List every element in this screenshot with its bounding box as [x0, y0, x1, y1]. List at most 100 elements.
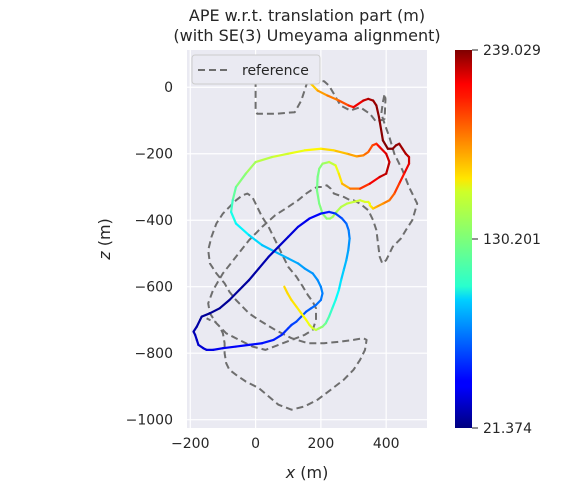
estimate-segment: [352, 199, 362, 204]
y-tick-label: −400: [135, 213, 173, 229]
estimate-segment: [303, 147, 322, 152]
estimate-segment: [290, 298, 298, 308]
estimate-segment: [272, 333, 283, 341]
estimate-segment: [334, 212, 344, 220]
legend-box: [191, 54, 321, 85]
estimate-segment: [221, 345, 238, 350]
estimate-segment: [254, 155, 273, 164]
estimate-segment: [319, 292, 324, 302]
estimate-segment: [331, 298, 337, 310]
y-tick-label: −600: [135, 280, 173, 296]
estimate-segment: [341, 182, 352, 190]
estimate-segment: [332, 149, 349, 155]
estimate-segment: [261, 244, 277, 253]
estimate-segment: [319, 210, 331, 215]
estimate-segment: [300, 312, 308, 322]
estimate-segment: [283, 285, 289, 295]
estimate-segment: [345, 249, 350, 262]
estimate-segment: [308, 212, 322, 220]
estimate-segment: [229, 199, 234, 214]
estimate-segment: [228, 288, 241, 302]
estimate-segment: [212, 347, 225, 351]
estimate-segment: [385, 160, 391, 175]
estimate-segment: [296, 217, 311, 228]
estimate-segment: [358, 182, 371, 190]
estimate-segment: [327, 307, 334, 318]
estimate-segment: [316, 278, 322, 288]
estimate-segment: [238, 278, 251, 292]
chart-subtitle: (with SE(3) Umeyama alignment): [173, 26, 440, 45]
estimate-segment: [385, 152, 391, 164]
grid-lines: [187, 50, 427, 428]
estimate-segment: [229, 210, 238, 225]
estimate-segment: [218, 298, 231, 310]
colorbar-tick-label: 239.029: [483, 43, 541, 59]
estimate-segment: [352, 99, 365, 109]
estimate-segment: [340, 202, 349, 209]
colorbar: [455, 50, 472, 428]
x-tick-label: 0: [251, 436, 260, 452]
estimate-segment: [337, 99, 350, 107]
estimate-segment: [368, 175, 381, 185]
estimate-segment: [287, 149, 306, 155]
estimate-segment: [274, 250, 290, 260]
estimate-segment: [324, 315, 331, 325]
estimate-segment: [375, 202, 385, 209]
estimate-segment: [347, 237, 351, 252]
estimate-segment: [286, 292, 293, 302]
estimate-segment: [381, 139, 389, 150]
estimate-segment: [270, 152, 290, 159]
estimate-segment: [342, 259, 348, 272]
estimate-segment: [318, 202, 324, 215]
estimate-segment: [316, 167, 321, 179]
reference-line: [206, 68, 419, 411]
x-axis-label: x (m): [285, 463, 329, 482]
estimate-segment: [303, 267, 314, 275]
estimate-segment: [327, 210, 337, 215]
estimate-segment: [195, 318, 202, 328]
estimate-segment: [277, 235, 290, 248]
estimate-segment: [327, 160, 337, 167]
y-tick-label: 0: [164, 80, 173, 96]
estimate-segment: [393, 182, 401, 195]
estimate-segment: [345, 222, 350, 232]
estimate-segment: [335, 205, 343, 214]
x-tick-labels: −200 0 200 400: [171, 436, 400, 452]
estimate-segment: [403, 162, 411, 175]
estimated-trajectory: [192, 72, 411, 351]
colorbar-ticks: 239.029 130.201 21.374: [472, 43, 541, 437]
estimate-segment: [296, 262, 306, 270]
estimate-segment: [345, 200, 355, 205]
estimate-segment: [244, 160, 257, 175]
estimate-segment: [347, 229, 351, 240]
x-tick-label: −200: [171, 436, 209, 452]
estimate-segment: [287, 225, 300, 238]
estimate-segment: [381, 199, 391, 205]
y-tick-label: −200: [135, 147, 173, 163]
colorbar-tick-label: 130.201: [483, 232, 541, 248]
y-tick-label: −800: [135, 346, 173, 362]
x-tick-label: 200: [308, 436, 335, 452]
estimate-segment: [321, 160, 331, 165]
estimate-segment: [388, 192, 396, 202]
y-axis-label: z (m): [95, 218, 114, 261]
x-tick-label: 400: [373, 436, 400, 452]
chart-title: APE w.r.t. translation part (m): [189, 6, 425, 25]
estimate-segment: [257, 255, 270, 270]
reference-trajectory: [206, 68, 419, 411]
estimate-segment: [247, 342, 264, 346]
legend-reference-label: reference: [242, 63, 309, 79]
estimate-segment: [367, 144, 374, 154]
estimate-segment: [319, 285, 324, 295]
estimate-segment: [200, 312, 211, 318]
estimate-segment: [345, 152, 358, 158]
estimate-segment: [295, 305, 303, 315]
estimate-segment: [337, 172, 344, 185]
estimate-segment: [247, 267, 260, 282]
estimate-segment: [261, 338, 275, 345]
estimate-segment: [315, 175, 319, 192]
estimate-segment: [295, 315, 303, 323]
estimate-segment: [319, 147, 336, 152]
estimate-segment: [375, 104, 381, 119]
